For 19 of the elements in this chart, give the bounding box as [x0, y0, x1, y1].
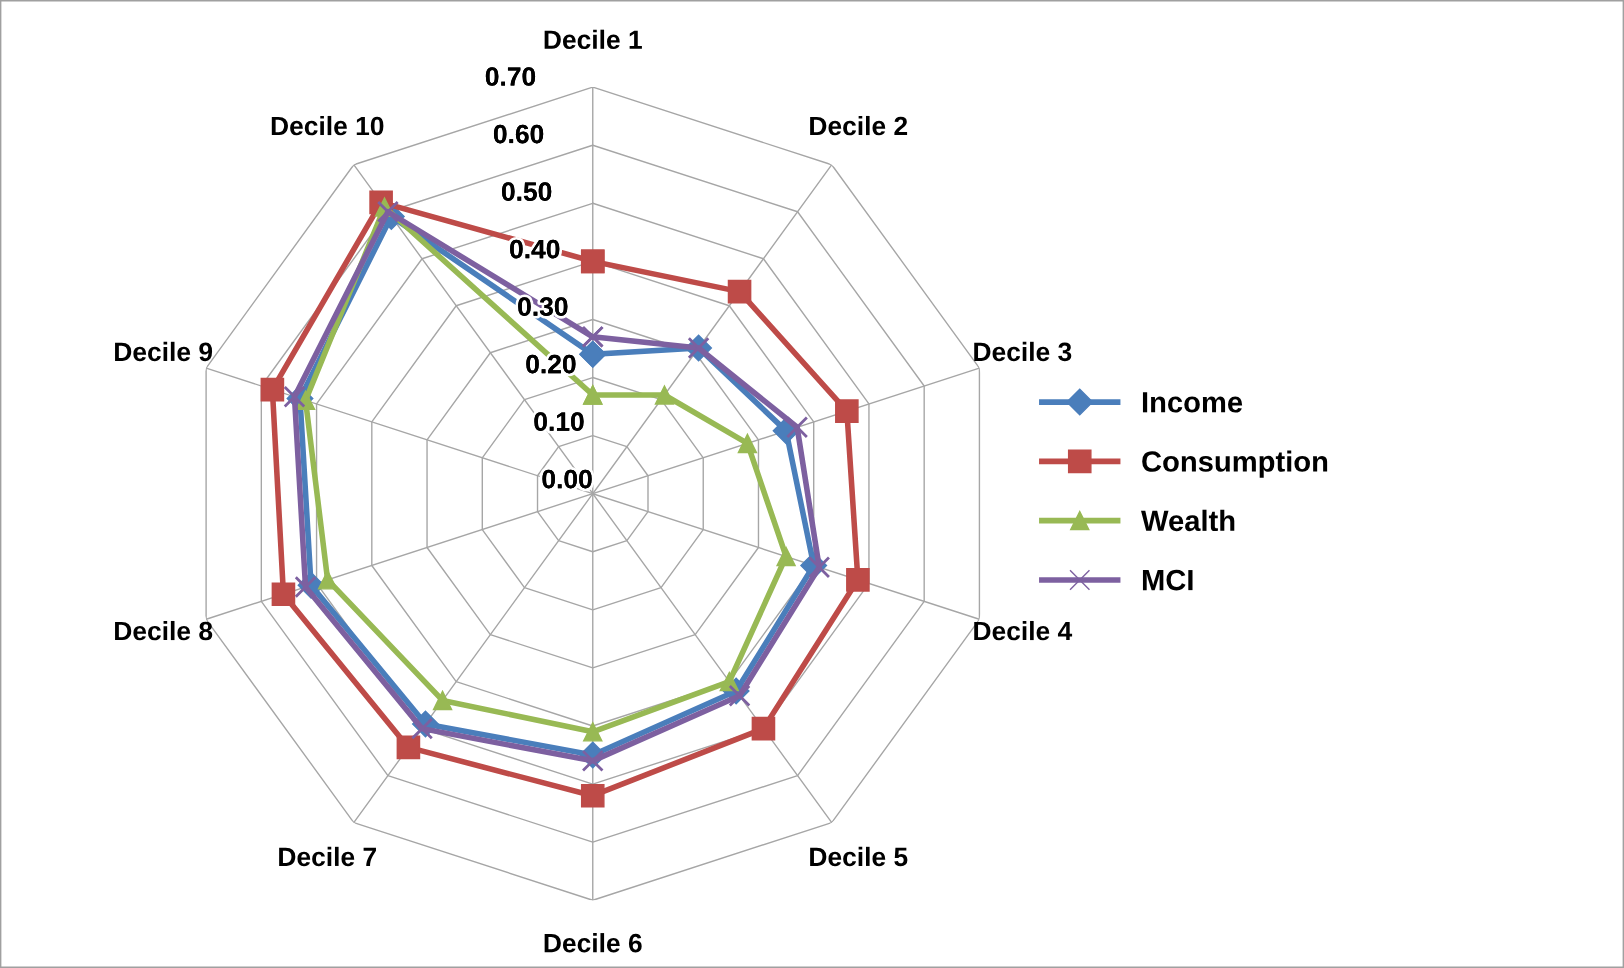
- y-tick-label: 0.70: [485, 67, 536, 86]
- legend-label: Income: [1142, 392, 1243, 413]
- y-tick-label: 0.50: [502, 182, 552, 201]
- spoke-label: Decile 5: [810, 846, 908, 867]
- spoke-label: Decile 8: [115, 620, 213, 641]
- spoke-label: Decile 7: [279, 846, 376, 867]
- spoke-label: Decile 3: [974, 341, 1072, 362]
- legend-label: MCI: [1142, 569, 1193, 591]
- y-tick-label: 0.00: [542, 469, 592, 489]
- y-tick-label: 0.10: [534, 412, 584, 431]
- y-tick-label: 0.60: [493, 124, 544, 144]
- spoke-label: Decile 4: [974, 620, 1073, 641]
- legend-label: Consumption: [1142, 450, 1328, 478]
- spoke-label: Decile 9: [115, 341, 213, 362]
- legend-label: Wealth: [1141, 509, 1235, 532]
- spoke-label: Decile 1: [544, 29, 642, 50]
- spoke-label: Decile 10: [271, 115, 384, 136]
- spoke-label: Decile 6: [544, 933, 642, 953]
- spoke-label: Decile 2: [810, 115, 908, 136]
